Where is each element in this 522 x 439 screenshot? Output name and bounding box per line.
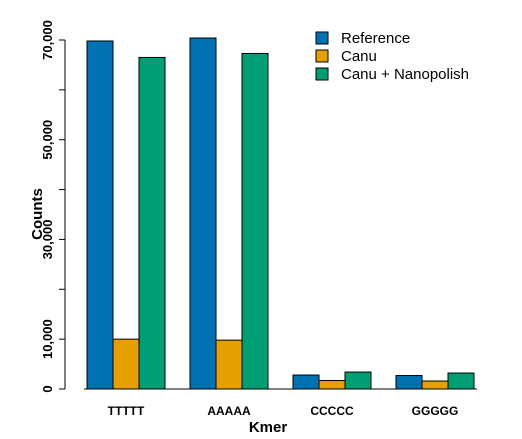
bar-ttttt-canu [112, 338, 140, 390]
bar-ttttt-reference [86, 40, 114, 390]
legend-label: Canu [341, 48, 377, 65]
y-tick-label: 50,000 [40, 120, 55, 160]
legend-swatch [315, 49, 329, 63]
x-axis: TTTTT AAAAA CCCCC GGGGG [84, 388, 477, 418]
bar-ccccc-canu-nanopolish [344, 371, 372, 390]
x-tick-label: TTTTT [108, 404, 145, 418]
x-axis-title: Kmer [249, 419, 288, 436]
x-tick-label: GGGGG [412, 404, 459, 418]
legend-label: Canu + Nanopolish [341, 66, 469, 83]
bars-group [86, 37, 475, 390]
bar-ggggg-canu [421, 380, 449, 390]
bar-ccccc-canu [318, 380, 346, 390]
bar-ttttt-canu-nanopolish [138, 56, 166, 390]
bar-ccccc-reference [292, 374, 320, 390]
x-tick-label: AAAAA [207, 404, 251, 418]
bar-aaaaa-reference [189, 37, 217, 390]
y-axis-title: Counts [29, 188, 46, 240]
y-tick-label: 10,000 [40, 319, 55, 359]
y-tick-label: 70,000 [40, 20, 55, 60]
bar-aaaaa-canu [215, 339, 243, 390]
y-tick-label: 30,000 [40, 220, 55, 260]
bar-ggggg-canu-nanopolish [447, 372, 475, 390]
legend-label: Reference [341, 30, 410, 47]
x-tick-label: CCCCC [310, 404, 354, 418]
legend-swatch [315, 31, 329, 45]
legend-swatch [315, 67, 329, 81]
y-tick-label: 0 [40, 385, 55, 392]
bar-ggggg-reference [395, 375, 423, 390]
bar-aaaaa-canu-nanopolish [241, 52, 269, 390]
y-axis: 0 10,000 30,000 50,000 70,000 [40, 20, 66, 393]
